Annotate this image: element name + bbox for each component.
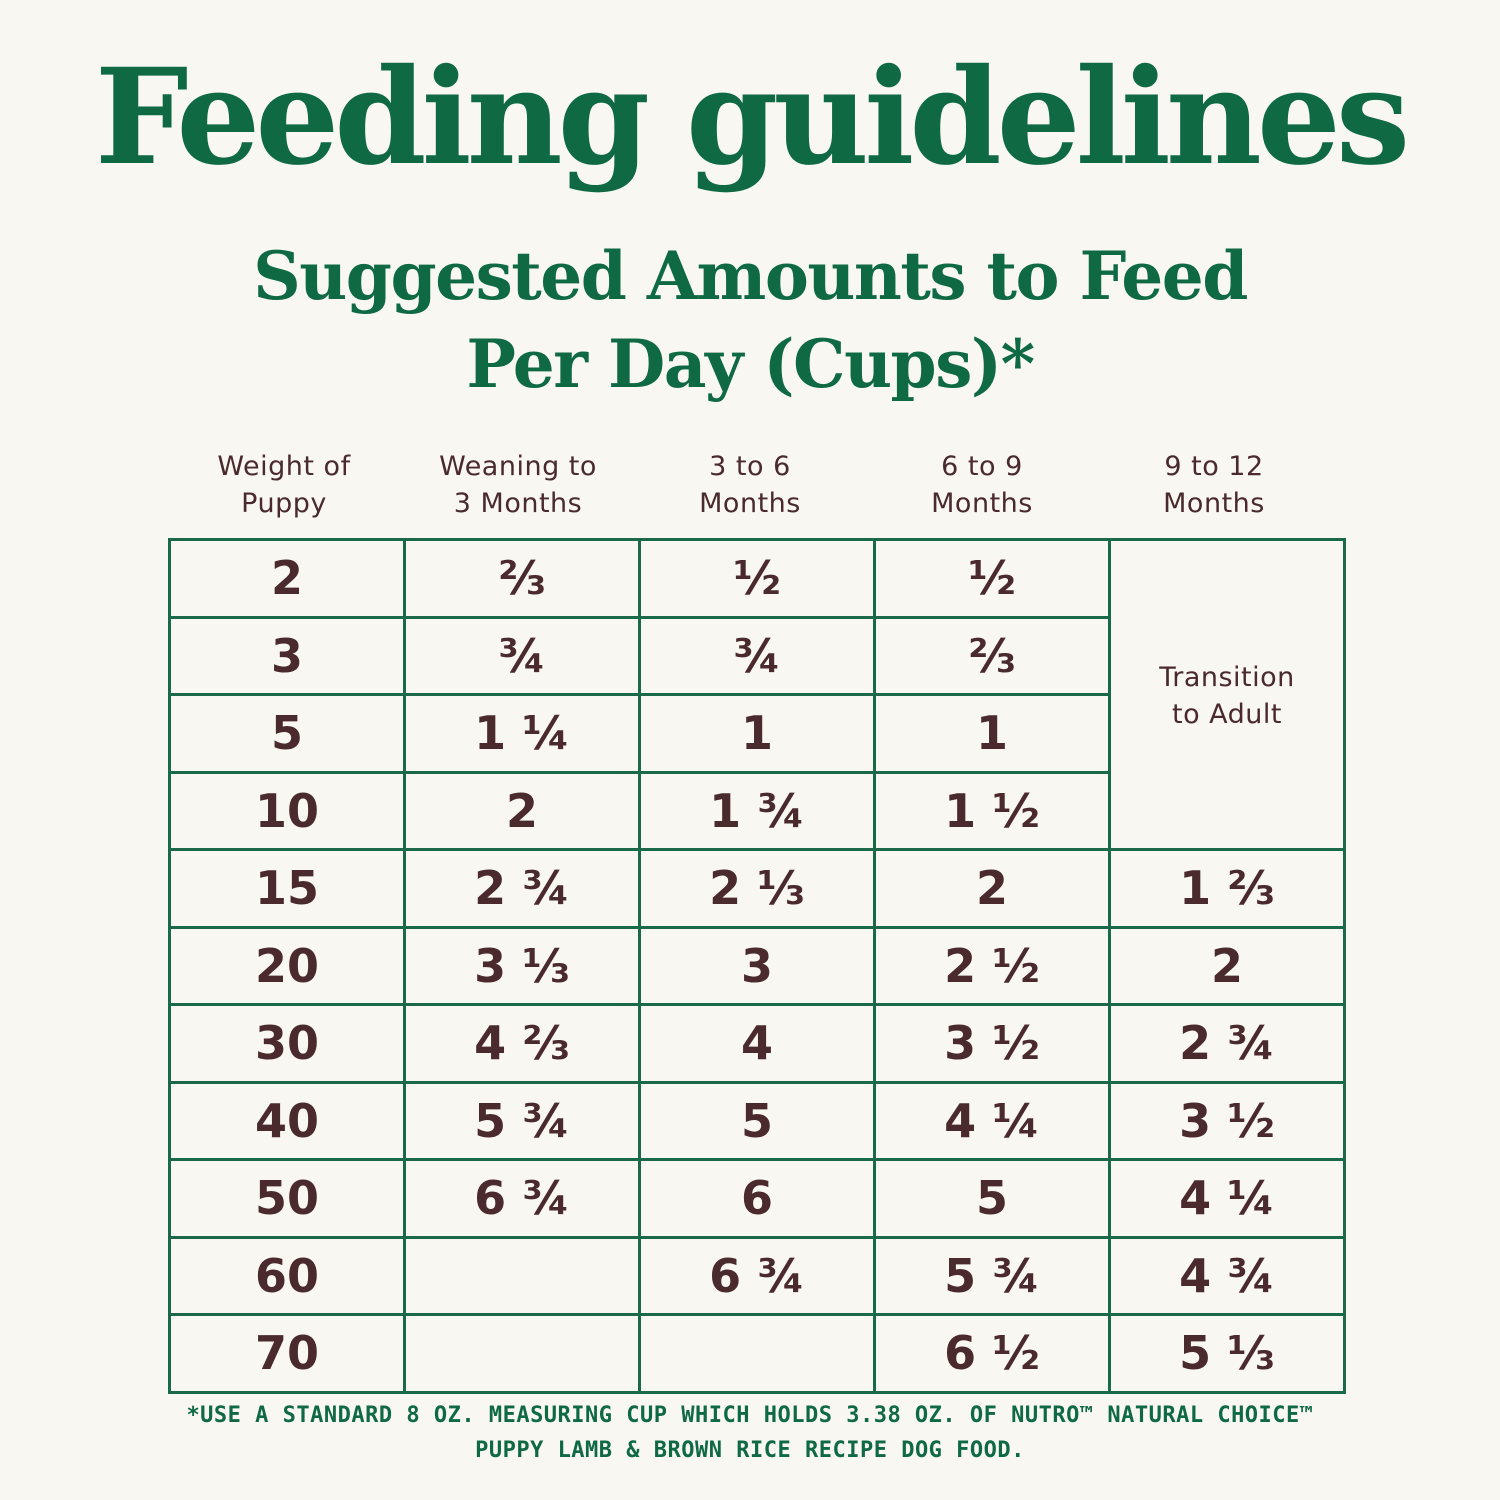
feeding-table: 2 ⅔ ½ ½ Transition to Adult 3 ¾ ¾ ⅔ 5 1 … (168, 538, 1346, 1394)
months-9-12-cell: 4 ¾ (1108, 1235, 1346, 1316)
transition-to-adult-cell: Transition to Adult (1108, 538, 1346, 851)
table-row: 30 4 ⅔ 4 3 ½ 2 ¾ (168, 1003, 1346, 1084)
months-3-6-cell: 1 (638, 693, 876, 774)
weight-cell: 70 (168, 1313, 406, 1394)
table-row: 20 3 ⅓ 3 2 ½ 2 (168, 925, 1346, 1006)
table-row: 10 2 1 ¾ 1 ½ (168, 770, 1345, 851)
months-9-12-cell: 2 (1108, 925, 1346, 1006)
column-header-line: 6 to 9 (941, 451, 1023, 482)
months-9-12-cell: 1 ⅔ (1108, 848, 1346, 929)
subtitle-line-1: Suggested Amounts to Feed (253, 237, 1248, 315)
weaning-cell: 5 ¾ (403, 1080, 641, 1161)
months-9-12-cell: 4 ¼ (1108, 1158, 1346, 1239)
feeding-table-body: 2 ⅔ ½ ½ Transition to Adult 3 ¾ ¾ ⅔ 5 1 … (168, 538, 1346, 1394)
months-6-9-cell: 5 (873, 1158, 1111, 1239)
weight-cell: 30 (168, 1003, 406, 1084)
column-header-weight: Weight of Puppy (168, 448, 400, 522)
column-header-line: 3 to 6 (709, 451, 791, 482)
weaning-cell: 2 ¾ (403, 848, 641, 929)
table-row: 2 ⅔ ½ ½ Transition to Adult (168, 538, 1346, 851)
months-9-12-cell: 2 ¾ (1108, 1003, 1346, 1084)
weaning-cell (403, 1313, 641, 1394)
months-6-9-cell: 6 ½ (873, 1313, 1111, 1394)
months-9-12-cell: 5 ⅓ (1108, 1313, 1346, 1394)
table-row: 40 5 ¾ 5 4 ¼ 3 ½ (168, 1080, 1346, 1161)
column-header-line: Months (699, 488, 801, 519)
table-row: 15 2 ¾ 2 ⅓ 2 1 ⅔ (168, 848, 1346, 929)
weaning-cell: 2 (403, 770, 641, 851)
months-3-6-cell: 6 (638, 1158, 876, 1239)
column-header-line: 3 Months (453, 488, 583, 519)
weaning-cell: ¾ (403, 615, 641, 696)
months-3-6-cell (638, 1313, 876, 1394)
column-header-weaning: Weaning to 3 Months (402, 448, 634, 522)
months-6-9-cell: 1 ½ (873, 770, 1111, 851)
weight-cell: 50 (168, 1158, 406, 1239)
months-6-9-cell: ½ (873, 538, 1111, 619)
months-3-6-cell: 5 (638, 1080, 876, 1161)
subtitle-line-2: Per Day (Cups)* (466, 325, 1035, 403)
column-header-line: Weight of (217, 451, 351, 482)
column-header-6-to-9: 6 to 9 Months (866, 448, 1098, 522)
page-title: Feeding guidelines (94, 40, 1410, 195)
months-3-6-cell: ½ (638, 538, 876, 619)
weaning-cell: 6 ¾ (403, 1158, 641, 1239)
weight-cell: 20 (168, 925, 406, 1006)
months-6-9-cell: ⅔ (873, 615, 1111, 696)
weaning-cell: 1 ¼ (403, 693, 641, 774)
months-3-6-cell: 6 ¾ (638, 1235, 876, 1316)
weaning-cell: 4 ⅔ (403, 1003, 641, 1084)
table-row: 50 6 ¾ 6 5 4 ¼ (168, 1158, 1346, 1239)
weight-cell: 2 (168, 538, 406, 619)
months-9-12-cell: 3 ½ (1108, 1080, 1346, 1161)
months-6-9-cell: 5 ¾ (873, 1235, 1111, 1316)
column-header-line: Weaning to (439, 451, 597, 482)
weight-cell: 15 (168, 848, 406, 929)
column-header-line: Months (1163, 488, 1265, 519)
weaning-cell: ⅔ (403, 538, 641, 619)
weaning-cell: 3 ⅓ (403, 925, 641, 1006)
months-3-6-cell: 1 ¾ (638, 770, 876, 851)
months-6-9-cell: 4 ¼ (873, 1080, 1111, 1161)
column-header-line: Puppy (241, 488, 327, 519)
weight-cell: 60 (168, 1235, 406, 1316)
transition-line-2: to Adult (1171, 699, 1283, 730)
table-row: 3 ¾ ¾ ⅔ (168, 615, 1345, 696)
page-subtitle: Suggested Amounts to Feed Per Day (Cups)… (0, 232, 1500, 408)
transition-line-1: Transition (1159, 662, 1295, 693)
months-6-9-cell: 1 (873, 693, 1111, 774)
table-row: 60 6 ¾ 5 ¾ 4 ¾ (168, 1235, 1346, 1316)
table-row: 5 1 ¼ 1 1 (168, 693, 1345, 774)
column-header-line: Months (931, 488, 1033, 519)
months-6-9-cell: 2 (873, 848, 1111, 929)
footnote-line-2: PUPPY LAMB & BROWN RICE RECIPE DOG FOOD. (475, 1438, 1025, 1463)
weight-cell: 3 (168, 615, 406, 696)
months-6-9-cell: 3 ½ (873, 1003, 1111, 1084)
column-header-9-to-12: 9 to 12 Months (1098, 448, 1330, 522)
months-3-6-cell: 3 (638, 925, 876, 1006)
weight-cell: 10 (168, 770, 406, 851)
months-3-6-cell: 4 (638, 1003, 876, 1084)
footnote-line-1: *USE A STANDARD 8 OZ. MEASURING CUP WHIC… (186, 1403, 1314, 1428)
months-3-6-cell: ¾ (638, 615, 876, 696)
weaning-cell (403, 1235, 641, 1316)
column-header-3-to-6: 3 to 6 Months (634, 448, 866, 522)
table-row: 70 6 ½ 5 ⅓ (168, 1313, 1346, 1394)
months-6-9-cell: 2 ½ (873, 925, 1111, 1006)
column-header-line: 9 to 12 (1164, 451, 1264, 482)
months-3-6-cell: 2 ⅓ (638, 848, 876, 929)
footnote: *USE A STANDARD 8 OZ. MEASURING CUP WHIC… (0, 1398, 1500, 1468)
weight-cell: 5 (168, 693, 406, 774)
weight-cell: 40 (168, 1080, 406, 1161)
